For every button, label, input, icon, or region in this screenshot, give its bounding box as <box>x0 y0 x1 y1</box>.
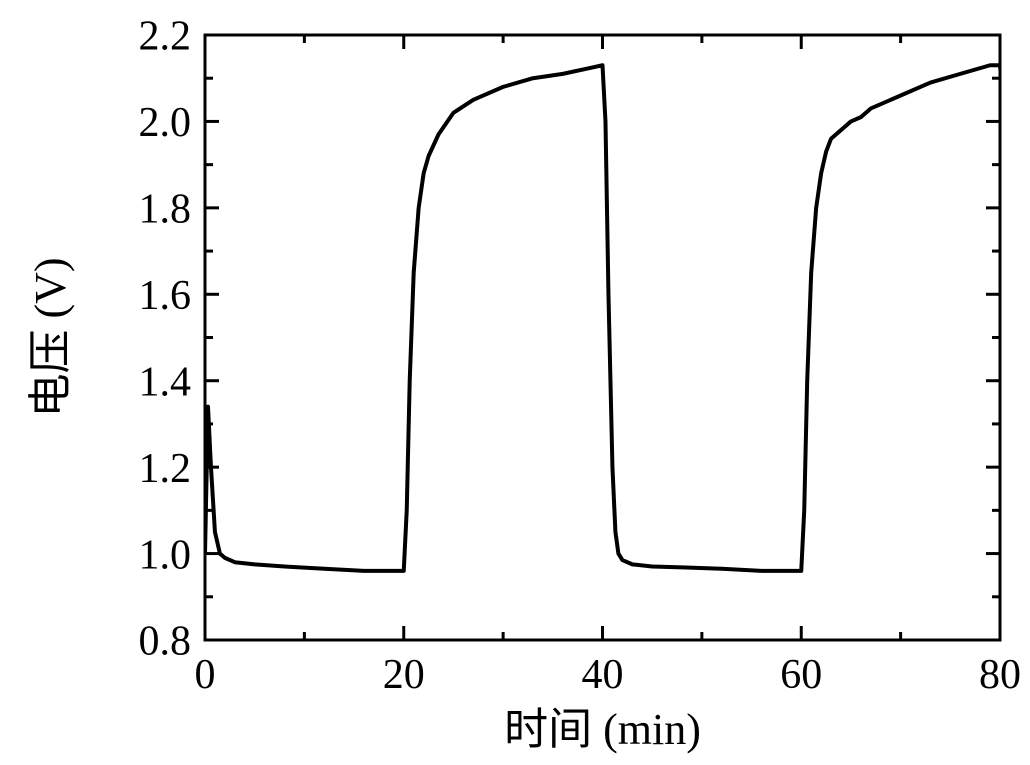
x-tick-label: 60 <box>780 652 822 698</box>
y-tick-label: 1.6 <box>139 273 192 319</box>
y-tick-label: 2.2 <box>139 14 192 60</box>
x-tick-label: 80 <box>979 652 1021 698</box>
y-tick-label: 0.8 <box>139 619 192 665</box>
chart-container: 0 20 40 60 80 0.8 1.0 1.2 1.4 1.6 1.8 2.0 2.2 时间 (min… <box>0 0 1030 765</box>
y-tick-label: 1.0 <box>139 532 192 578</box>
y-tick-label: 2.0 <box>139 100 192 146</box>
y-tick-label: 1.2 <box>139 446 192 492</box>
y-tick-label: 1.4 <box>139 359 192 405</box>
y-tick-label: 1.8 <box>139 187 192 233</box>
x-tick-label: 20 <box>383 652 425 698</box>
y-axis-label: 电压 (V) <box>26 257 75 417</box>
x-tick-label: 0 <box>195 652 216 698</box>
x-axis-label: 时间 (min) <box>504 705 701 754</box>
x-tick-label: 40 <box>582 652 624 698</box>
voltage-time-chart: 0 20 40 60 80 0.8 1.0 1.2 1.4 1.6 1.8 2.0 2.2 时间 (min… <box>0 0 1030 765</box>
